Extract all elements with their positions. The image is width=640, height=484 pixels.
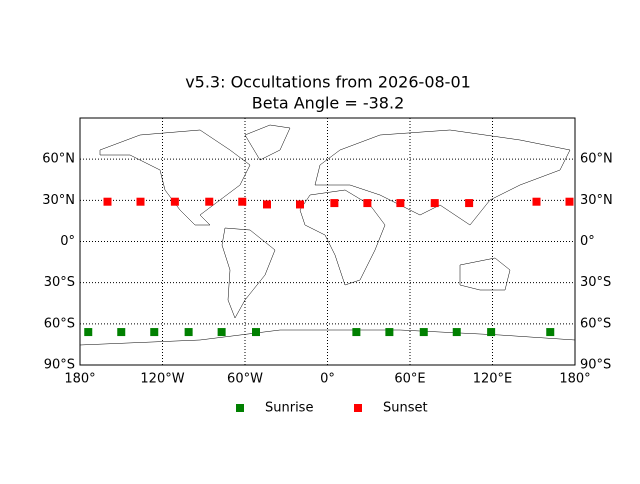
marker [184,328,193,337]
marker [136,197,145,206]
legend-marker [236,404,244,412]
y-tick-label: 90°S [44,358,75,373]
y-tick-label: 60°S [44,316,75,331]
marker [532,197,541,206]
marker [103,197,112,206]
marker [252,328,260,337]
marker [452,328,461,337]
marker [419,328,428,337]
y-tick-label-right: 30°N [580,193,613,208]
marker [84,328,93,337]
x-tick-label: 180° [64,372,95,387]
marker [117,328,126,337]
x-tick-label: 120°W [140,372,184,387]
marker [385,328,394,337]
y-tick-label-right: 30°S [580,275,611,290]
marker [296,200,304,209]
x-tick-label: 0° [320,372,335,387]
x-tick-label: 60°E [394,372,425,387]
y-tick-label-right: 60°N [580,152,613,167]
marker [170,197,179,206]
legend-label: Sunset [383,401,428,416]
marker [465,199,474,208]
marker [546,328,555,337]
marker [565,197,574,206]
y-tick-label: 30°N [42,193,75,208]
y-tick-label-right: 60°S [580,316,611,331]
marker [238,197,247,206]
marker [396,199,405,208]
marker [352,328,361,337]
chart-title: v5.3: Occultations from 2026-08-01 [185,73,471,92]
marker [150,328,159,337]
legend-marker [354,404,362,412]
marker [217,328,226,337]
y-tick-label: 0° [60,234,75,249]
chart-subtitle: Beta Angle = -38.2 [252,94,405,113]
x-tick-label: 180° [559,372,590,387]
marker [487,328,496,337]
y-tick-label: 60°N [42,152,75,167]
x-tick-label: 120°E [473,372,513,387]
marker [263,200,271,209]
y-tick-label-right: 90°S [580,358,611,373]
y-tick-label: 30°S [44,275,75,290]
marker [205,197,214,206]
marker [363,199,372,208]
y-tick-label-right: 0° [580,234,595,249]
marker [430,199,439,208]
legend-label: Sunrise [265,401,313,416]
x-tick-label: 60°W [227,372,263,387]
marker [330,199,339,208]
